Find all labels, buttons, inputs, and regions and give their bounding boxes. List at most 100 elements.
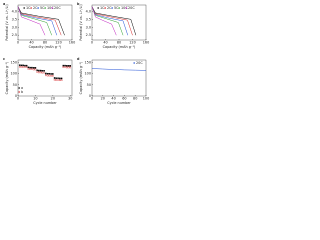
legend-swatch: [51, 7, 53, 9]
y-tick-label: 0: [89, 94, 91, 98]
y-tick-label: 100: [11, 72, 17, 76]
data-point: [25, 66, 28, 68]
legend-label: b: [21, 90, 23, 94]
x-axis-label: Capacity (mAh g⁻¹): [29, 45, 62, 49]
x-axis-label: Cycle number: [33, 101, 57, 105]
x-tick-label: 120: [129, 41, 135, 45]
data-point: [31, 66, 33, 69]
y-tick-label: 3.5: [12, 17, 17, 21]
data-line: [91, 68, 147, 71]
data-point: [69, 65, 72, 67]
legend-swatch: [18, 91, 20, 93]
x-tick-label: 100: [143, 97, 149, 101]
data-line: [91, 6, 124, 36]
legend-label: 1C: [100, 6, 105, 10]
y-axis-label: Capacity (mAh g⁻¹): [79, 61, 83, 94]
x-tick-label: 160: [143, 41, 149, 45]
data-point: [59, 77, 61, 80]
data-point: [64, 66, 66, 68]
data-point: [38, 71, 40, 74]
x-axis-label: Capacity (mAh g⁻¹): [103, 45, 136, 49]
data-point: [62, 64, 65, 67]
data-point: [27, 66, 30, 69]
y-tick-label: 2.5: [86, 33, 91, 37]
x-tick-label: 160: [69, 41, 75, 45]
data-point: [34, 67, 37, 69]
data-point: [62, 66, 65, 68]
y-tick-label: 150: [85, 60, 91, 64]
x-tick-label: 40: [111, 97, 115, 101]
data-point: [27, 68, 30, 70]
legend-label: 10C: [121, 6, 128, 10]
data-point: [31, 68, 33, 70]
x-tick-label: 80: [117, 41, 121, 45]
data-point: [32, 67, 35, 69]
data-point: [46, 72, 49, 75]
data-point: [20, 64, 23, 67]
legend-label: 20C: [54, 6, 61, 10]
data-point: [36, 71, 38, 73]
data-point: [53, 79, 56, 81]
data-line: [17, 6, 52, 36]
data-point: [29, 66, 31, 69]
data-point: [57, 77, 59, 79]
data-point: [24, 66, 26, 68]
data-line: [17, 6, 58, 36]
data-point: [18, 64, 21, 66]
data-point: [24, 64, 26, 67]
data-point: [25, 64, 28, 67]
data-point: [59, 79, 61, 82]
data-point: [22, 64, 24, 67]
legend-label: 20C: [128, 6, 135, 10]
data-point: [52, 75, 54, 77]
x-tick-label: 120: [55, 41, 61, 45]
x-tick-label: 60: [122, 97, 126, 101]
y-tick-label: 50: [13, 83, 17, 87]
data-point: [41, 70, 44, 72]
x-tick-label: 0: [91, 97, 93, 101]
x-axis-label: Cycle number: [107, 101, 131, 105]
y-axis-label: Capacity (mAh g⁻¹): [5, 61, 9, 94]
data-point: [32, 68, 35, 71]
legend-swatch: [125, 7, 127, 9]
x-tick-label: 20: [51, 97, 55, 101]
x-tick-label: 40: [103, 41, 107, 45]
data-point: [18, 66, 21, 68]
legend-swatch: [18, 87, 20, 89]
x-tick-label: 10: [33, 97, 37, 101]
y-tick-label: 150: [11, 60, 17, 64]
legend-swatch: [133, 62, 135, 64]
y-tick-label: 3.5: [86, 17, 91, 21]
plot-frame: [91, 59, 147, 97]
plot-frame: [91, 4, 147, 41]
y-tick-label: 4.0: [12, 9, 17, 13]
data-point: [67, 66, 70, 69]
legend-label: 2C: [107, 6, 112, 10]
panel-label: b: [77, 2, 80, 6]
legend-label: 10C: [47, 6, 54, 10]
x-tick-label: 20: [101, 97, 105, 101]
y-tick-label: 0: [15, 94, 17, 98]
legend-swatch: [97, 7, 99, 9]
data-point: [66, 65, 68, 67]
y-tick-label: 4.0: [86, 9, 91, 13]
panel-label: c: [3, 57, 5, 61]
y-tick-label: 50: [87, 83, 91, 87]
legend-swatch: [104, 7, 106, 9]
x-tick-label: 0: [17, 41, 19, 45]
legend-label: a: [21, 86, 23, 90]
x-tick-label: 80: [43, 41, 47, 45]
legend-swatch: [37, 7, 39, 9]
data-point: [64, 64, 66, 67]
data-point: [66, 66, 68, 69]
data-point: [43, 71, 45, 74]
plot-frame: [17, 59, 73, 97]
legend-swatch: [111, 7, 113, 9]
data-point: [53, 77, 56, 79]
legend-swatch: [23, 7, 25, 9]
data-point: [48, 74, 51, 77]
data-point: [39, 71, 42, 74]
data-point: [34, 68, 37, 71]
data-point: [67, 65, 70, 67]
